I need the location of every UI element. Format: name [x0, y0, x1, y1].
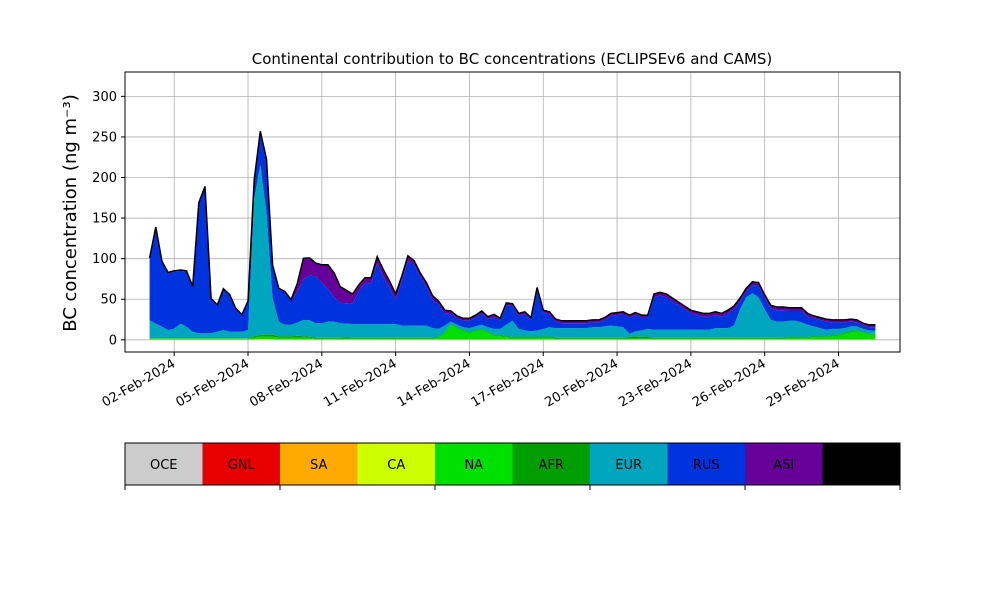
legend-swatch-eur: [590, 443, 668, 485]
y-tick-label: 250: [92, 130, 117, 145]
x-tick-label: 29-Feb-2024: [764, 356, 843, 410]
stacked-areas: [148, 131, 876, 340]
legend-swatch-rus: [667, 443, 745, 485]
x-tick-label: 14-Feb-2024: [395, 356, 474, 410]
x-tick-label: 02-Feb-2024: [100, 356, 179, 410]
chart-axes: [124, 71, 901, 353]
colorbar-legend: OCE GNL SA CA NA AFR EUR RUS ASI AUS: [124, 442, 901, 490]
x-tick-label: 17-Feb-2024: [469, 356, 548, 410]
plot-frame: [124, 71, 901, 353]
legend-label: ASI: [773, 458, 794, 473]
legend-swatch-sa: [280, 443, 358, 485]
legend-swatch-oce: [125, 443, 203, 485]
legend-swatch-gnl: [202, 443, 280, 485]
legend-label: AUS: [848, 458, 875, 473]
legend-swatch-asi: [745, 443, 823, 485]
legend-label: NA: [464, 458, 483, 473]
legend-swatch-aus: [822, 443, 900, 485]
y-tick-label: 200: [92, 171, 117, 186]
legend-label: CA: [387, 458, 405, 473]
y-axis-ticks: 0 50 100 150 200 250 300: [92, 90, 125, 348]
y-tick-label: 0: [109, 333, 117, 348]
legend-frame: [124, 442, 901, 486]
area-na: [149, 324, 876, 340]
legend-swatch-afr: [512, 443, 590, 485]
x-tick-label: 11-Feb-2024: [321, 356, 400, 410]
legend-label: RUS: [693, 458, 720, 473]
y-axis-label: BC concentration (ng m⁻³): [60, 94, 81, 332]
legend-label: OCE: [150, 458, 178, 473]
legend-swatch-ca: [357, 443, 435, 485]
y-tick-label: 100: [92, 252, 117, 267]
y-tick-label: 50: [100, 293, 117, 308]
legend-label: EUR: [615, 458, 642, 473]
x-tick-label: 08-Feb-2024: [247, 356, 326, 410]
area-afr: [149, 324, 876, 339]
x-tick-label: 05-Feb-2024: [173, 356, 252, 410]
legend-label: GNL: [228, 458, 256, 473]
x-tick-label: 26-Feb-2024: [690, 356, 769, 410]
legend-swatch-na: [435, 443, 513, 485]
x-tick-label: 23-Feb-2024: [616, 356, 695, 410]
legend-label: SA: [310, 458, 327, 473]
legend-label: AFR: [539, 458, 564, 473]
area-asi: [149, 131, 876, 328]
total-line: [148, 131, 876, 326]
chart-title: Continental contribution to BC concentra…: [252, 50, 773, 68]
x-axis-ticks: 02-Feb-202405-Feb-202408-Feb-202411-Feb-…: [100, 352, 843, 410]
area-rus: [149, 132, 876, 334]
y-tick-label: 150: [92, 212, 117, 227]
x-tick-label: 20-Feb-2024: [543, 356, 622, 410]
y-tick-label: 300: [92, 90, 117, 105]
